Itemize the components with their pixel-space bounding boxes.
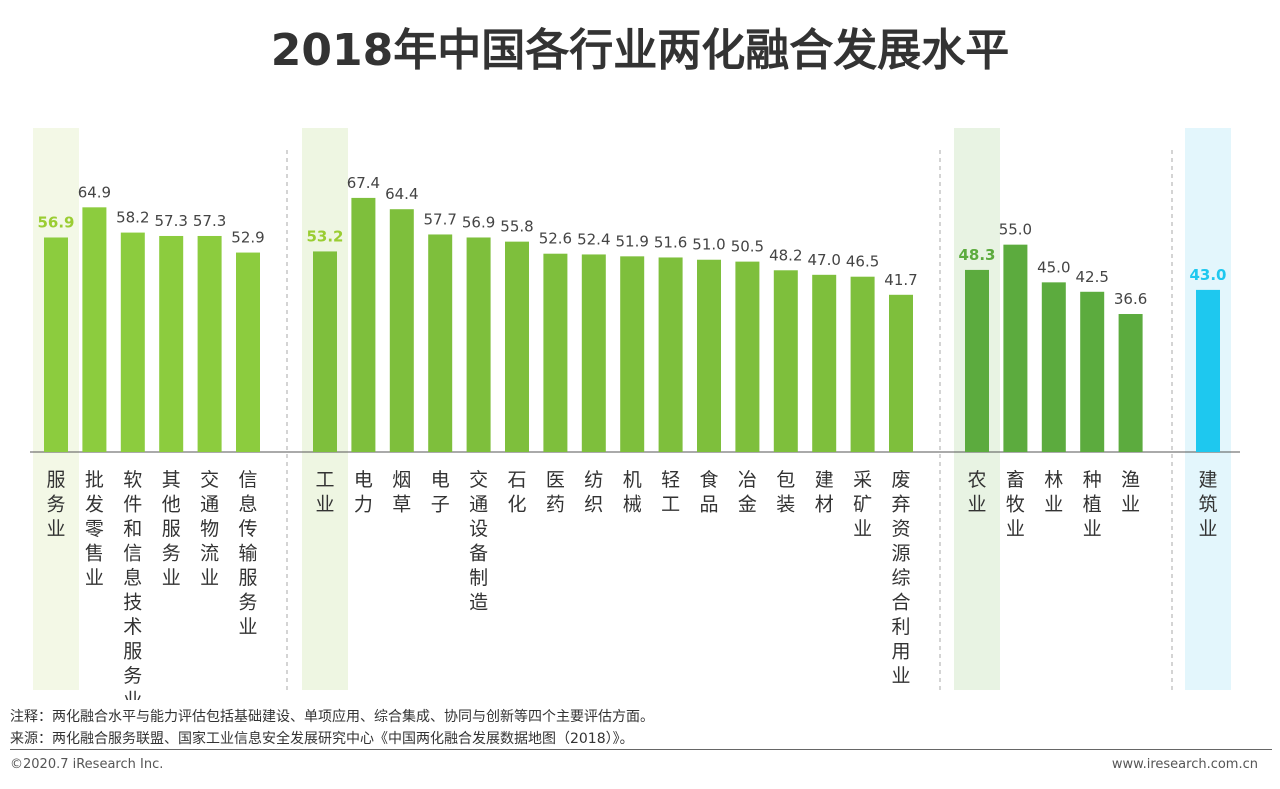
bar-value-label: 47.0 (807, 251, 840, 269)
bar-value-label: 55.8 (500, 218, 533, 236)
category-label: 电子 (431, 469, 450, 516)
bar (466, 237, 491, 452)
category-label: 烟草 (392, 469, 411, 516)
bar (658, 257, 683, 452)
bar-value-label: 46.5 (846, 253, 879, 271)
bar-value-label: 52.6 (539, 230, 572, 248)
bar (620, 256, 645, 452)
category-label: 建筑业 (1198, 469, 1217, 540)
bar (44, 237, 68, 452)
category-label: 交通物流业 (200, 469, 219, 589)
bar-value-label: 41.7 (884, 271, 917, 289)
bar-value-label: 55.0 (999, 221, 1032, 239)
bar-value-label: 57.3 (193, 212, 226, 230)
bar (1080, 291, 1105, 452)
bar-value-label: 58.2 (116, 209, 149, 227)
bar (159, 235, 184, 452)
bar (735, 261, 760, 452)
bar (82, 207, 107, 452)
bar-value-label: 56.9 (462, 213, 495, 231)
chart-note: 注释：两化融合水平与能力评估包括基础建设、单项应用、综合集成、协同与创新等四个主… (10, 709, 654, 725)
bar (697, 259, 721, 452)
category-label: 石化 (507, 469, 526, 516)
category-label: 医药 (546, 469, 565, 516)
copyright-text: ©2020.7 iResearch Inc. (10, 757, 164, 772)
bar-value-label: 64.4 (385, 185, 418, 203)
category-label: 林业 (1044, 469, 1063, 516)
bar (120, 232, 145, 452)
bar (889, 294, 913, 452)
bar-chart: 56.9 服务业 64.9 批发零售业 58.2 软件和信息技术服务业 57.3 其他服务业 5… (30, 128, 1240, 700)
bar (1118, 314, 1143, 452)
bar (313, 251, 337, 452)
bar-value-label: 51.9 (615, 232, 648, 250)
bar-value-label: 51.0 (692, 236, 725, 254)
category-label: 建材 (815, 469, 834, 516)
category-label: 纺织 (584, 469, 603, 516)
category-label: 农业 (967, 469, 986, 516)
bar-value-label: 48.2 (769, 246, 802, 264)
category-label: 废弃资源综合利用业 (891, 469, 910, 687)
bar-value-label: 53.2 (306, 227, 343, 245)
bar-value-label: 67.4 (347, 174, 380, 192)
bar (389, 209, 414, 452)
category-label: 电力 (354, 469, 373, 516)
category-label: 种植业 (1083, 469, 1102, 540)
bar (850, 276, 875, 452)
category-label: 采矿业 (853, 469, 872, 540)
footer-divider (10, 749, 1272, 750)
bar (1041, 282, 1066, 452)
category-label: 软件和信息技术服务业 (123, 469, 142, 700)
category-label: 包装 (776, 469, 795, 516)
bar-value-label: 52.4 (577, 230, 610, 248)
bar-value-label: 50.5 (731, 238, 764, 256)
bar (543, 253, 568, 452)
bar (197, 235, 222, 452)
bar (1196, 289, 1220, 452)
bar (505, 241, 529, 452)
bar-value-label: 48.3 (958, 246, 995, 264)
category-label: 工业 (315, 469, 334, 516)
website-link[interactable]: www.iresearch.com.cn (1111, 757, 1258, 772)
bar (236, 252, 260, 452)
chart-title: 2018年中国各行业两化融合发展水平 (270, 25, 1010, 76)
bar-value-label: 64.9 (78, 183, 111, 201)
bar-value-label: 36.6 (1114, 290, 1147, 308)
category-label: 交通设备制造 (469, 469, 488, 614)
category-label: 信息传输服务业 (238, 469, 257, 638)
bar-value-label: 52.9 (231, 229, 264, 247)
bar-value-label: 45.0 (1037, 258, 1070, 276)
category-label: 批发零售业 (85, 469, 104, 589)
bar-value-label: 57.7 (423, 210, 456, 228)
category-label: 冶金 (738, 469, 757, 516)
bar (428, 234, 453, 452)
bar-value-label: 43.0 (1189, 266, 1226, 284)
category-label: 渔业 (1121, 469, 1140, 516)
category-label: 食品 (699, 469, 718, 516)
bar (965, 269, 989, 452)
bar-value-label: 56.9 (37, 213, 74, 231)
category-label: 机械 (623, 469, 642, 516)
category-label: 服务业 (46, 469, 65, 540)
bar (581, 254, 606, 452)
bar-value-label: 57.3 (154, 212, 187, 230)
bar (773, 270, 798, 452)
bar (1003, 244, 1028, 452)
category-label: 畜牧业 (1006, 469, 1025, 540)
bar (812, 274, 837, 452)
chart-source: 来源：两化融合服务联盟、国家工业信息安全发展研究中心《中国两化融合发展数据地图（… (10, 731, 634, 747)
bar (351, 197, 376, 452)
category-label: 其他服务业 (162, 469, 181, 589)
bar-value-label: 51.6 (654, 233, 687, 251)
category-label: 轻工 (661, 469, 680, 516)
bar-value-label: 42.5 (1075, 268, 1108, 286)
